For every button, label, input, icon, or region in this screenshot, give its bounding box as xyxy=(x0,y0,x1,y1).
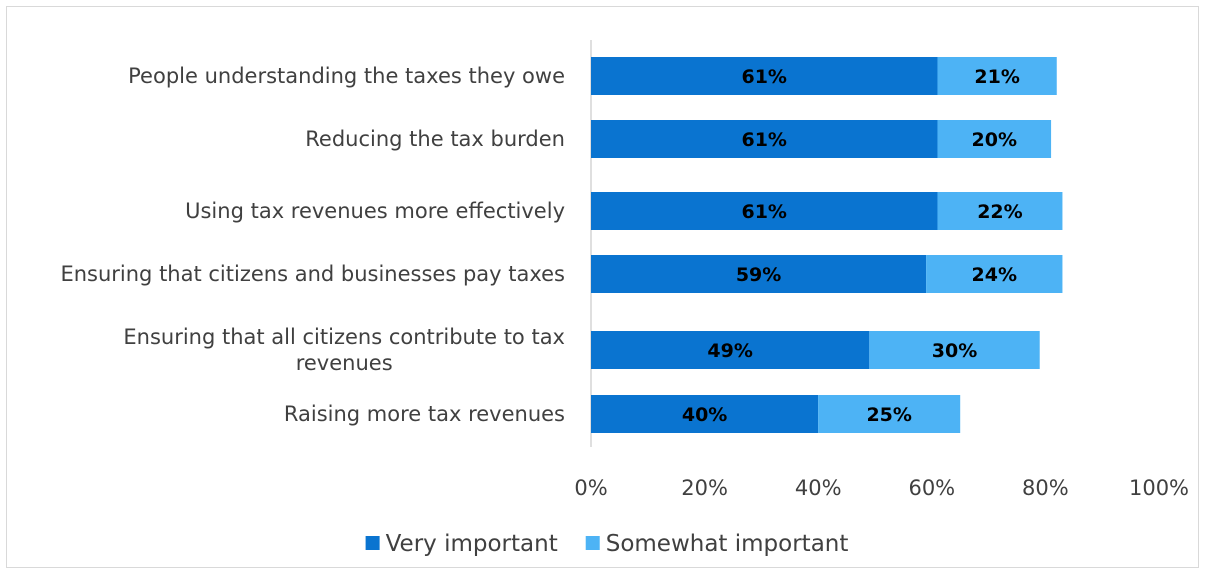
bar-somewhat-important-1 xyxy=(937,57,1057,95)
data-label: 21% xyxy=(974,66,1019,88)
bar-very-important-4 xyxy=(591,255,927,293)
category-label: Reducing the tax burden xyxy=(305,127,565,151)
data-label: 61% xyxy=(741,66,786,88)
bar-somewhat-important-6 xyxy=(818,395,961,433)
bar-very-important-2 xyxy=(591,120,938,158)
bar-very-important-3 xyxy=(591,192,938,230)
x-tick-label: 0% xyxy=(574,476,607,500)
data-label: 22% xyxy=(977,201,1022,223)
category-label: Using tax revenues more effectively xyxy=(185,199,565,223)
data-label: 59% xyxy=(736,264,781,286)
data-label: 40% xyxy=(682,404,727,426)
data-label: 49% xyxy=(707,340,752,362)
category-label: Raising more tax revenues xyxy=(284,402,565,426)
category-label: revenues xyxy=(296,351,393,375)
category-label: People understanding the taxes they owe xyxy=(128,64,565,88)
bar-somewhat-important-5 xyxy=(869,331,1040,369)
bar-somewhat-important-3 xyxy=(937,192,1063,230)
data-label: 30% xyxy=(932,340,977,362)
x-tick-label: 80% xyxy=(1022,476,1069,500)
data-label: 61% xyxy=(741,201,786,223)
legend: Very important Somewhat important xyxy=(365,531,849,557)
legend-label: Very important xyxy=(386,531,558,557)
bar-somewhat-important-2 xyxy=(937,120,1052,158)
bar-very-important-5 xyxy=(591,331,870,369)
labels-layer: 61% 21% People understanding the taxes the… xyxy=(60,64,1022,426)
data-label: 24% xyxy=(972,264,1017,286)
bar-very-important-1 xyxy=(591,57,938,95)
x-axis-ticks: 0% 20% 40% 60% 80% 100% xyxy=(574,476,1189,500)
bar-somewhat-important-4 xyxy=(926,255,1063,293)
category-label: Ensuring that citizens and businesses pa… xyxy=(60,262,565,286)
legend-swatch xyxy=(585,536,600,550)
data-label: 20% xyxy=(972,129,1017,151)
data-label: 25% xyxy=(866,404,911,426)
bar-very-important-6 xyxy=(591,395,819,433)
legend-swatch xyxy=(365,536,380,550)
bars-layer xyxy=(591,57,1063,433)
data-label: 61% xyxy=(741,129,786,151)
x-tick-label: 100% xyxy=(1129,476,1189,500)
x-tick-label: 20% xyxy=(681,476,728,500)
x-tick-label: 60% xyxy=(908,476,955,500)
x-tick-label: 40% xyxy=(795,476,842,500)
category-label: Ensuring that all citizens contribute to… xyxy=(123,325,565,349)
legend-label: Somewhat important xyxy=(606,531,849,557)
